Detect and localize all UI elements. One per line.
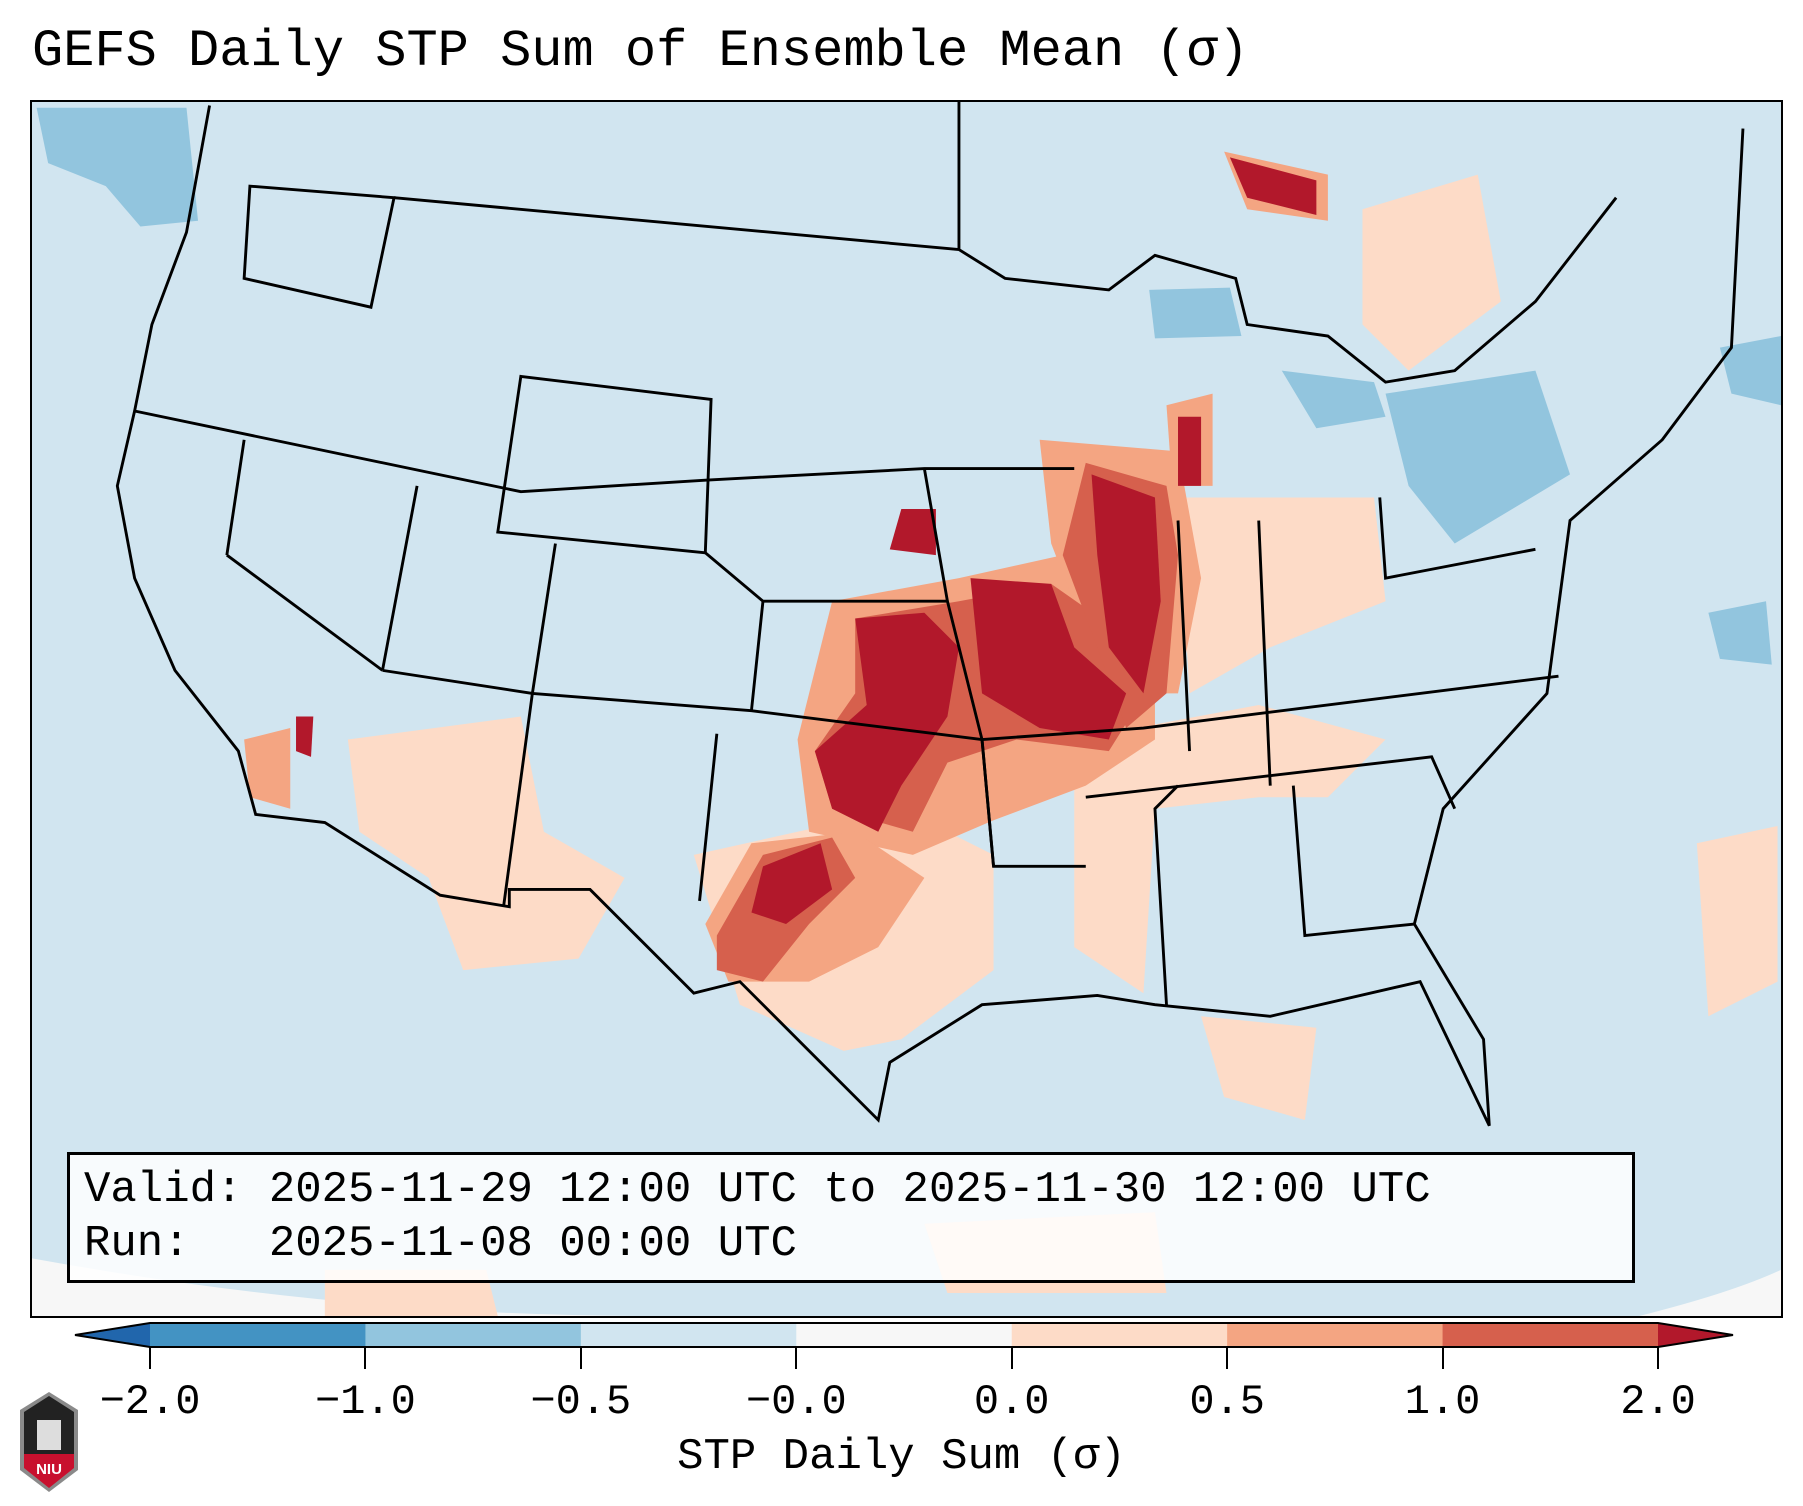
colorbar-tick-label: −0.5 bbox=[530, 1378, 632, 1426]
colorbar-segment bbox=[796, 1323, 1013, 1347]
colorbar-extend-low bbox=[75, 1323, 150, 1347]
niu-logo: NIU bbox=[20, 1392, 78, 1492]
coastlines-and-borders bbox=[115, 102, 1745, 1127]
colorbar-label: STP Daily Sum (σ) bbox=[677, 1432, 1126, 1482]
colorbar-tick-label: 1.0 bbox=[1404, 1378, 1481, 1426]
colorbar-tick-label: −0.0 bbox=[745, 1378, 847, 1426]
colorbar-tick-mark bbox=[149, 1347, 151, 1369]
colorbar bbox=[74, 1322, 1734, 1348]
colorbar-tick-mark bbox=[1441, 1347, 1444, 1369]
run-time-text: Run: 2025-11-08 00:00 UTC bbox=[84, 1219, 797, 1269]
colorbar-extend-high bbox=[1658, 1323, 1733, 1347]
colorbar-tick-label: −2.0 bbox=[99, 1378, 201, 1426]
colorbar-segment bbox=[1227, 1323, 1444, 1347]
map-canvas bbox=[32, 102, 1781, 1316]
colorbar-tick-label: 0.0 bbox=[973, 1378, 1050, 1426]
colorbar-segment bbox=[580, 1323, 797, 1347]
valid-time-box: Valid: 2025-11-29 12:00 UTC to 2025-11-3… bbox=[67, 1152, 1635, 1283]
colorbar-tick-mark bbox=[1226, 1347, 1229, 1369]
stp-map bbox=[30, 100, 1783, 1318]
valid-time-text: Valid: 2025-11-29 12:00 UTC to 2025-11-3… bbox=[84, 1165, 1431, 1215]
colorbar-segment bbox=[150, 1323, 366, 1347]
colorbar-tick-label: −1.0 bbox=[315, 1378, 416, 1426]
colorbar-tick-mark bbox=[579, 1347, 582, 1369]
colorbar-segment bbox=[1011, 1323, 1228, 1347]
colorbar-tick-label: 0.5 bbox=[1189, 1378, 1265, 1426]
map-edge-region bbox=[1639, 1269, 1781, 1316]
colorbar-segment bbox=[365, 1323, 582, 1347]
colorbar-tick-mark bbox=[795, 1347, 798, 1369]
map-title: GEFS Daily STP Sum of Ensemble Mean (σ) bbox=[32, 22, 1249, 81]
logo-text: NIU bbox=[36, 1461, 62, 1478]
colorbar-tick-mark bbox=[364, 1347, 367, 1369]
map-edge-region bbox=[32, 1258, 648, 1316]
colorbar-tick-label: 2.0 bbox=[1620, 1378, 1696, 1426]
colorbar-segment bbox=[1442, 1323, 1659, 1347]
extreme-positive-areas bbox=[296, 157, 1317, 925]
colorbar-tick-mark bbox=[1657, 1347, 1659, 1369]
colorbar-tick-mark bbox=[1010, 1347, 1013, 1369]
